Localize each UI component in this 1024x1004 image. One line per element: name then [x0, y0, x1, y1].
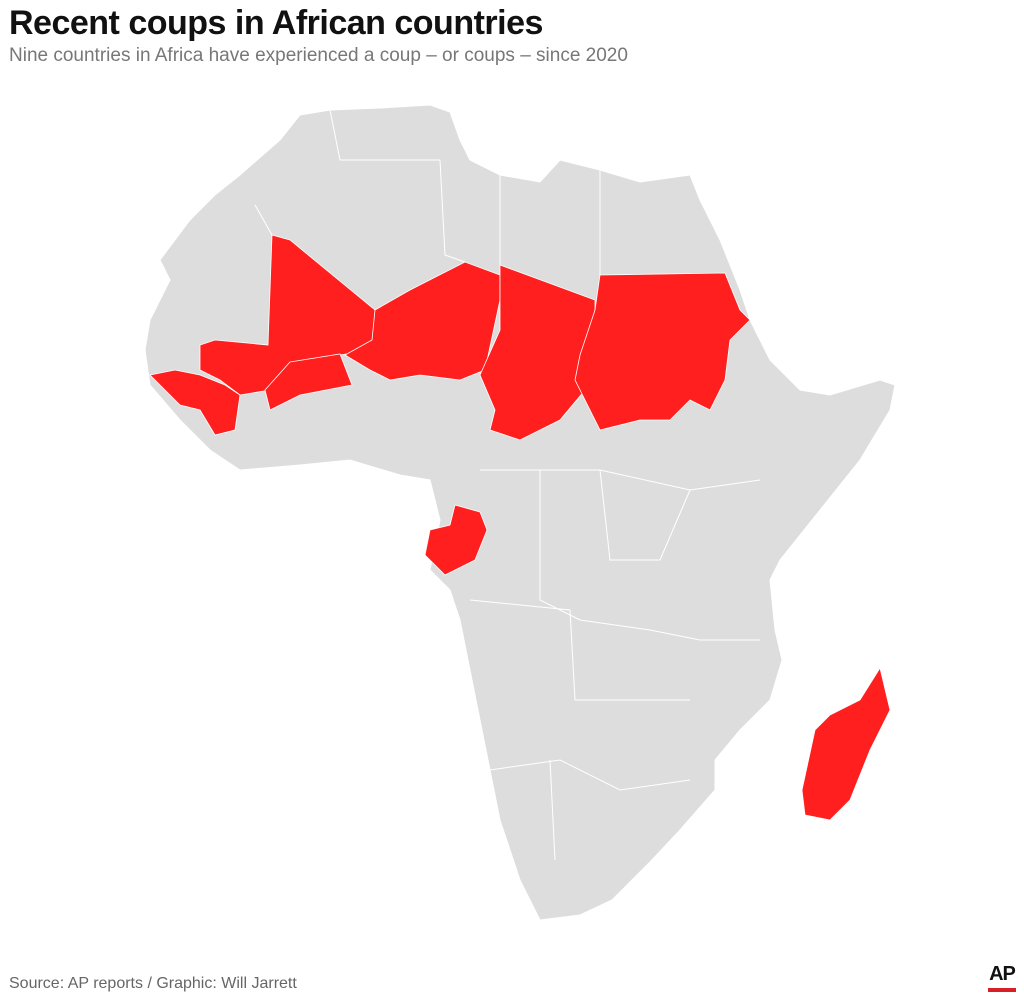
coup-countries — [149, 234, 891, 821]
country-niger — [344, 261, 501, 381]
country-borders — [254, 109, 761, 861]
country-sudan — [574, 272, 751, 431]
source-credit: Source: AP reports / Graphic: Will Jarre… — [9, 975, 297, 992]
country-gabon — [424, 504, 488, 576]
ap-logo-text: AP — [989, 963, 1016, 985]
map-title: Recent coups in African countries — [9, 4, 543, 42]
country-madagascar — [801, 666, 891, 821]
country-guinea — [149, 369, 241, 436]
ap-logo-bar — [988, 988, 1016, 992]
country-burkina-faso — [264, 353, 353, 411]
map-subtitle: Nine countries in Africa have experience… — [9, 45, 628, 66]
africa-landmass — [144, 104, 896, 921]
ap-logo: AP — [988, 963, 1016, 992]
